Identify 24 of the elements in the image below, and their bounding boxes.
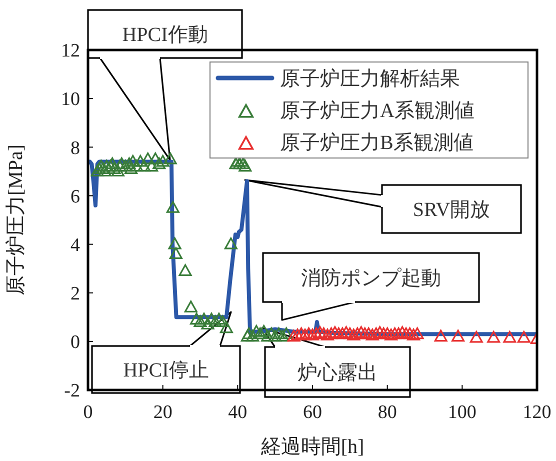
- x-tick-label: 40: [228, 402, 248, 423]
- x-tick-label: 20: [153, 402, 172, 423]
- x-tick-label: 100: [448, 402, 476, 423]
- y-tick-label: 6: [70, 186, 80, 208]
- y-tick-label: 8: [70, 138, 80, 159]
- annotation: HPCI停止: [123, 360, 209, 382]
- y-tick-label: 12: [61, 40, 80, 62]
- x-axis-title: 経過時間[h]: [260, 436, 364, 458]
- annotation: SRV開放: [412, 199, 490, 222]
- y-axis-title: 原子炉圧力[MPa]: [5, 144, 27, 296]
- annotation: 炉心露出: [298, 362, 378, 384]
- y-tick-label: 2: [70, 284, 80, 305]
- y-tick-label: -2: [64, 380, 80, 402]
- y-tick-label: 4: [70, 234, 80, 256]
- y-tick-label: 0: [70, 332, 80, 354]
- y-tick-label: 10: [61, 89, 80, 110]
- legend-label: 原子炉圧力B系観測値: [280, 132, 474, 154]
- text: HPCI作動: [122, 24, 208, 46]
- legend-label: 原子炉圧力A系観測値: [280, 100, 474, 122]
- x-tick-label: 60: [303, 402, 322, 423]
- x-tick-label: 80: [378, 402, 397, 423]
- legend-label: 原子炉圧力解析結果: [280, 68, 460, 90]
- x-tick-label: 120: [522, 402, 552, 423]
- annotation: 消防ポンプ起動: [301, 268, 441, 290]
